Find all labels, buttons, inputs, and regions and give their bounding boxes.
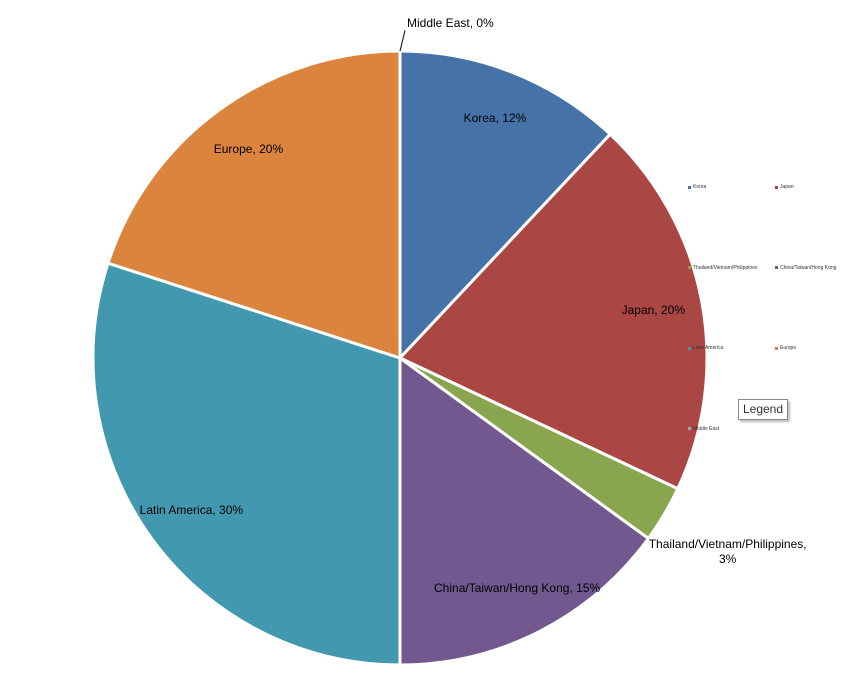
legend-label: Japan [780, 184, 794, 190]
legend-swatch [775, 266, 778, 269]
pie-slice [106, 49, 402, 361]
legend-label: Europe [780, 345, 797, 351]
data-label: Europe, 20% [213, 142, 284, 157]
legend-swatch [688, 185, 691, 189]
legend-entry: China/Taiwan/Hong Kong [775, 265, 836, 271]
data-label: Middle East, 0% [407, 16, 494, 31]
data-label: China/Taiwan/Hong Kong, 15% [434, 580, 601, 595]
legend-label: Korea [693, 184, 707, 190]
pie-slice [398, 355, 651, 667]
legend-swatch [688, 427, 691, 430]
legend-entry: Latin America [688, 345, 723, 351]
legend-label: Middle East [693, 425, 720, 432]
data-label: Korea, 12% [463, 111, 527, 126]
legend-label: China/Taiwan/Hong Kong [780, 264, 837, 271]
legend-entry: Thailand/Vietnam/Philippines [688, 265, 757, 271]
data-label: Thailand/Vietnam/Philippines, 3% [648, 536, 807, 566]
legend-entry: Europe [775, 345, 796, 351]
pie-slice [397, 132, 709, 491]
legend-swatch [775, 346, 778, 350]
legend-swatch [775, 185, 778, 189]
data-label: Latin America, 30% [139, 502, 244, 517]
legend-tooltip: Legend [738, 399, 788, 420]
legend-entry: Middle East [688, 426, 719, 432]
legend-swatch [688, 346, 691, 350]
pie-slice [398, 49, 613, 362]
legend-entry: Japan [775, 184, 794, 190]
legend-swatch [688, 266, 691, 269]
pie-slice [91, 261, 402, 667]
legend-entry: Korea [688, 184, 706, 190]
legend-label: Latin America [693, 345, 724, 351]
leader-line [399, 30, 406, 52]
legend-label: Thailand/Vietnam/Philippines [693, 264, 758, 271]
data-label: Japan, 20% [621, 302, 685, 317]
